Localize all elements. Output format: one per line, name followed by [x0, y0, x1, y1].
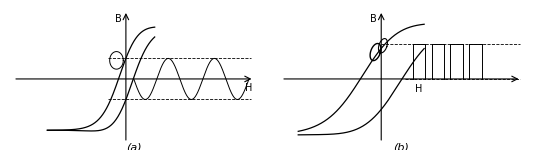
- Text: (a): (a): [126, 142, 142, 150]
- Text: H: H: [245, 83, 253, 93]
- Text: H: H: [415, 84, 422, 94]
- Text: B: B: [115, 14, 121, 24]
- Text: (b): (b): [393, 142, 409, 150]
- Text: B: B: [370, 14, 377, 24]
